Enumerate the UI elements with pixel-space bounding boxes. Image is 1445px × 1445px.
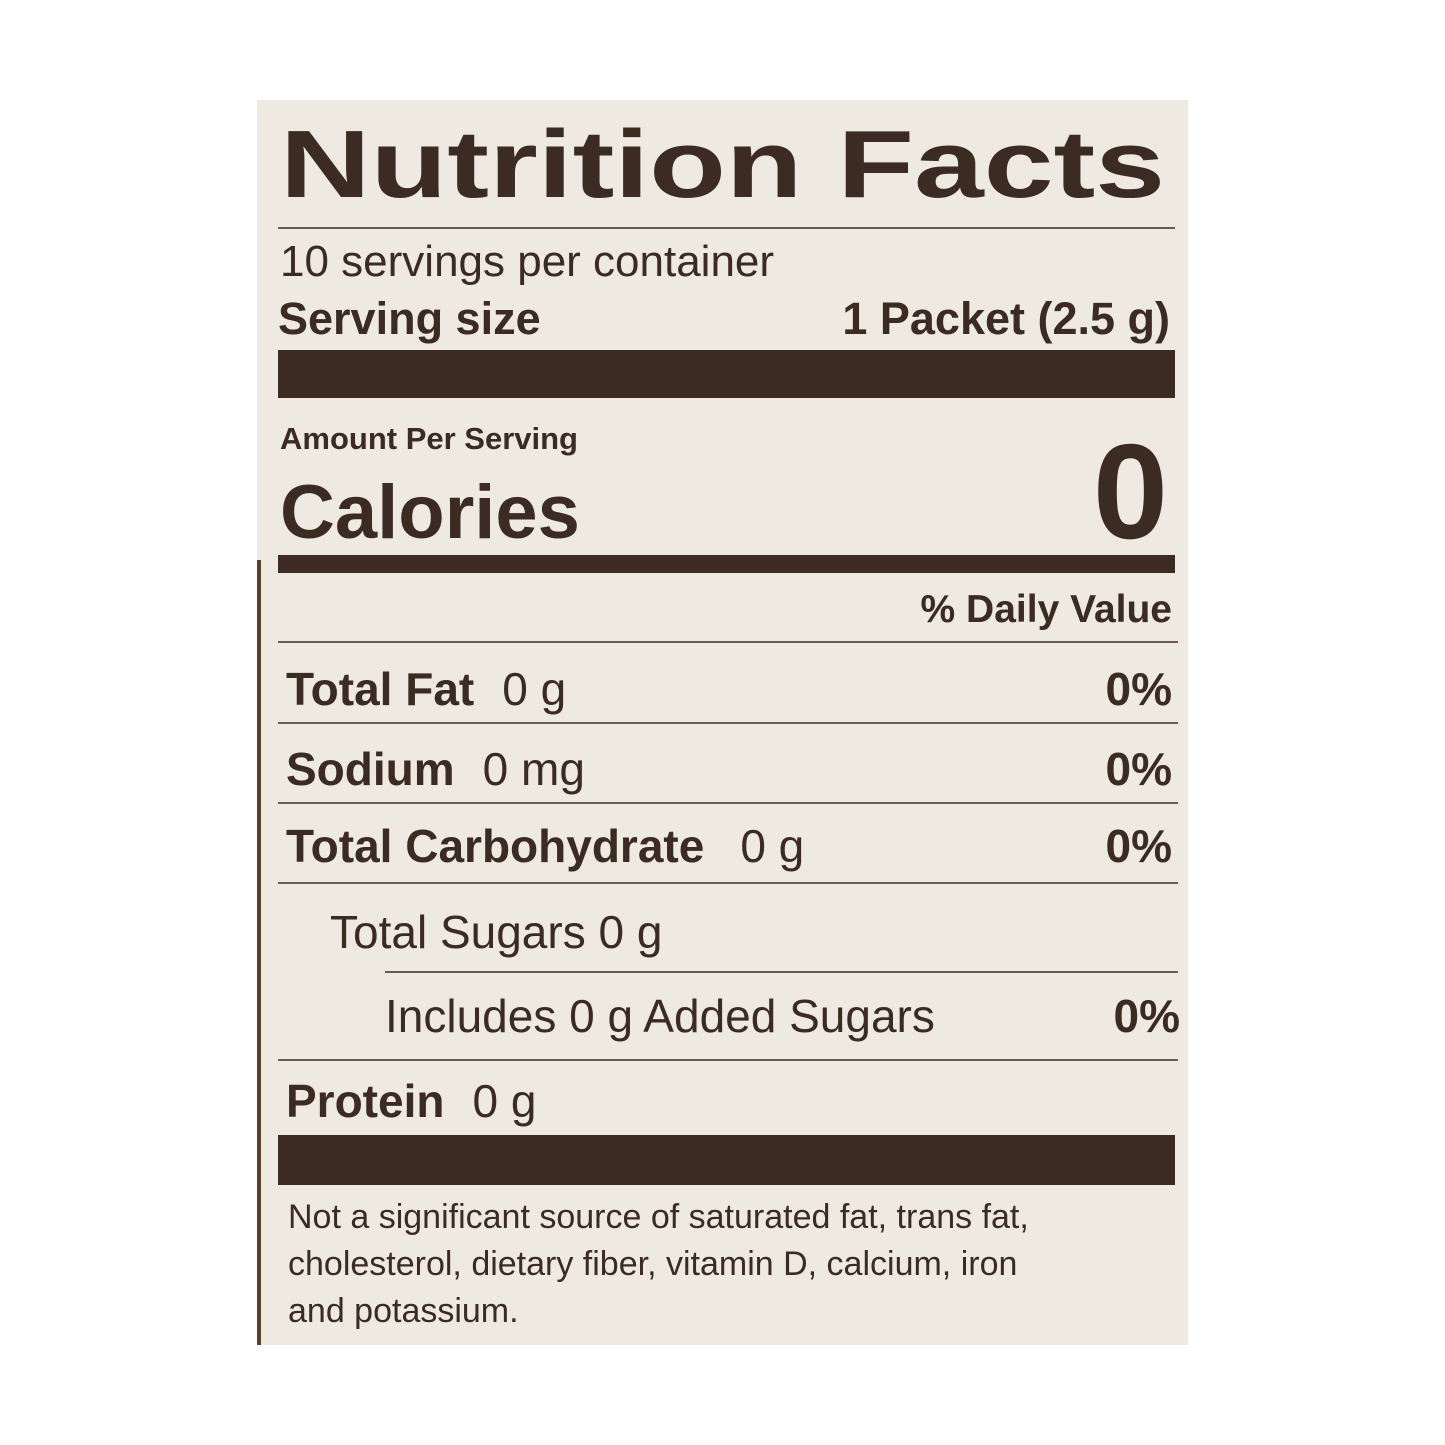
nutrient-row: Total Carbohydrate 0 g: [286, 820, 804, 872]
nutrient-amount: 0 mg: [483, 743, 585, 795]
medium-bar: [278, 555, 1175, 573]
nutrient-dv: 0%: [1106, 663, 1172, 715]
nutrient-amount: 0 g: [472, 1075, 536, 1127]
servings: 10 servings per container: [280, 237, 774, 286]
nutrient-name: Total Fat: [286, 663, 474, 715]
title: Nutrition Facts: [280, 111, 1165, 218]
nutrient-row: Protein 0 g: [286, 1075, 536, 1127]
panel-edge: [257, 560, 261, 1345]
calories-label: Calories: [280, 470, 580, 555]
nutrient-amount: 0 g: [502, 663, 566, 715]
nutrient-row: Sodium 0 mg: [286, 743, 585, 795]
calories-value: 0: [1093, 416, 1168, 567]
footnote-line: and potassium.: [288, 1292, 519, 1330]
thick-bar: [278, 1135, 1175, 1185]
nutrient-dv: 0%: [1106, 743, 1172, 795]
serving-size-value: 1 Packet (2.5 g): [842, 293, 1170, 344]
nutrient-dv: 0%: [1106, 820, 1172, 872]
footnote-line: Not a significant source of saturated fa…: [288, 1198, 1029, 1236]
amount-per-serving: Amount Per Serving: [280, 421, 578, 456]
footnote-line: cholesterol, dietary fiber, vitamin D, c…: [288, 1245, 1017, 1283]
nutrient-amount: 0 g: [740, 820, 804, 872]
nutrient-dv: 0%: [1114, 990, 1180, 1042]
nutrient-name: Total Carbohydrate: [286, 820, 704, 872]
sub-nutrient: Total Sugars 0 g: [330, 906, 662, 958]
nutrient-name: Sodium: [286, 743, 455, 795]
thick-bar: [278, 350, 1175, 398]
daily-value-header: % Daily Value: [921, 588, 1172, 631]
nutrient-row: Total Fat 0 g: [286, 663, 566, 715]
serving-size-label: Serving size: [278, 293, 541, 344]
sub-nutrient: Includes 0 g Added Sugars: [385, 990, 935, 1042]
nutrient-name: Protein: [286, 1075, 444, 1127]
